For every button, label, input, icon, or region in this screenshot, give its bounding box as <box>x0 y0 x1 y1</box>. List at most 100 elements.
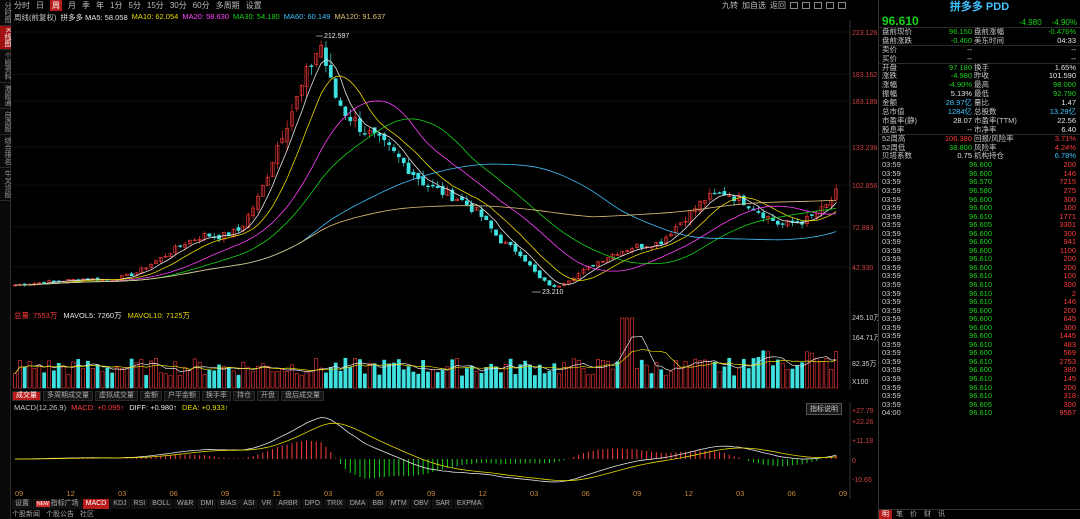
period-tab-8[interactable]: 15分 <box>146 1 164 10</box>
indicator-tab[interactable]: ARBR <box>275 499 301 509</box>
period-tab-4[interactable]: 季 <box>82 1 90 10</box>
volume-bar <box>469 365 474 389</box>
period-tab-0[interactable]: 分时 <box>14 1 30 10</box>
volume-bar <box>76 359 81 389</box>
indicator-tab[interactable]: DMA <box>346 499 369 509</box>
sidebar-tab-4[interactable]: 自选股 <box>0 109 11 135</box>
candle-body <box>547 280 552 286</box>
period-tab-2[interactable]: 周 <box>50 0 62 11</box>
period-tab-9[interactable]: 30分 <box>169 1 187 10</box>
indicator-tab[interactable]: W&R <box>174 499 197 509</box>
period-tab-7[interactable]: 5分 <box>128 1 141 10</box>
quote-cell: 92.790 <box>1053 89 1076 99</box>
period-tab-10[interactable]: 60分 <box>192 1 210 10</box>
toolbar-action-2[interactable]: 返回 <box>770 1 786 10</box>
period-tab-1[interactable]: 日 <box>36 1 44 10</box>
right-tab[interactable]: 讯 <box>938 511 945 518</box>
kline-chart[interactable]: 223.126 183.162 163.189 133.236 102.856 72.88… <box>12 20 878 309</box>
candle-body <box>615 254 620 256</box>
volume-bar <box>149 360 153 389</box>
indicator-help-button[interactable]: 指标说明 <box>806 403 842 415</box>
sidebar-tab-3[interactable]: 港股通 <box>0 83 11 109</box>
tick-list[interactable]: 03:59 96.600 200 03:59 96.600 146 03:59 96.570 7… <box>879 161 1080 417</box>
period-tab-5[interactable]: 年 <box>96 1 104 10</box>
right-tab[interactable]: 明 <box>879 510 892 519</box>
volume-chart[interactable]: 245.10万 164.71万 82.35万 X100 <box>12 310 878 390</box>
volume-bar <box>440 369 445 389</box>
candle-body <box>197 238 202 241</box>
indicator-tab-label: BIAS <box>220 500 237 507</box>
volume-tab[interactable]: 换手率 <box>202 391 231 401</box>
footer-tab[interactable]: 个股公告 <box>46 511 74 518</box>
volume-tab[interactable]: 开盘 <box>257 391 279 401</box>
indicator-tab[interactable]: ASI <box>240 499 258 509</box>
sidebar-tab-6[interactable]: 牛叉诊股 <box>0 168 11 201</box>
candle-body <box>178 245 183 247</box>
right-tab[interactable]: 价 <box>910 511 917 518</box>
indicator-tab[interactable]: TRIX <box>323 499 346 509</box>
candle-body <box>552 285 557 287</box>
tick-row: 03:59 96.600 569 <box>879 349 1080 358</box>
sidebar-tab-1[interactable]: K线图 <box>0 26 11 50</box>
period-tab-6[interactable]: 1分 <box>110 1 123 10</box>
sidebar-tab-5[interactable]: 综合排名 <box>0 135 11 168</box>
candle-body <box>348 117 353 122</box>
price-axis-label: 163.189 <box>852 99 877 106</box>
tick-volume: 300 <box>1063 194 1076 204</box>
indicator-tab[interactable]: KDJ <box>110 499 130 509</box>
volume-tab[interactable]: 户平金额 <box>164 391 200 401</box>
volume-tab[interactable]: 多周期成交量 <box>43 391 93 401</box>
minimize-icon[interactable] <box>838 2 846 9</box>
volume-tab[interactable]: 成交量 <box>12 391 41 401</box>
right-tab[interactable]: 笔 <box>896 511 903 518</box>
indicator-tab[interactable]: EXPMA <box>453 499 485 509</box>
tick-volume: 300 <box>1063 322 1076 332</box>
volume-bar <box>338 370 343 389</box>
volume-bar <box>124 367 129 389</box>
footer-tab[interactable]: 社区 <box>80 511 94 518</box>
candle-body <box>124 273 129 277</box>
volume-tab[interactable]: 盘后成交量 <box>281 391 324 401</box>
quote-row: 涨跌 -4.980 昨收 101.590 <box>879 72 1080 81</box>
period-tab-12[interactable]: 设置 <box>245 1 262 10</box>
indicator-tab[interactable]: BBI <box>369 499 387 509</box>
indicator-tab[interactable]: SAR <box>432 499 453 509</box>
volume-tab[interactable]: 持仓 <box>233 391 255 401</box>
indicator-tab[interactable]: 设置 <box>12 499 32 509</box>
indicator-tab[interactable]: BIAS <box>217 499 240 509</box>
indicator-tab[interactable]: OBV <box>410 499 432 509</box>
sidebar-tab-0[interactable]: 分时图 <box>0 0 11 26</box>
indicator-tab[interactable]: RSI <box>130 499 149 509</box>
indicator-tab[interactable]: NEW 指标广场 <box>33 499 82 509</box>
period-tab-11[interactable]: 多周期 <box>215 1 240 10</box>
candle-body <box>416 172 421 180</box>
toolbar-action-1[interactable]: 加自选 <box>742 1 766 10</box>
indicator-tab[interactable]: VR <box>258 499 275 509</box>
window-icon[interactable] <box>814 2 822 9</box>
menu-icon[interactable] <box>826 2 834 9</box>
lock-icon[interactable] <box>802 2 810 9</box>
right-tab[interactable]: 财 <box>924 511 931 518</box>
macd-chart[interactable]: +27.79 +22.26 +11.18 0 -10.65 <box>12 402 878 499</box>
indicator-tab[interactable]: DPO <box>301 499 323 509</box>
indicator-tab[interactable]: MTM <box>387 499 410 509</box>
indicator-tab-label: BBI <box>372 500 384 507</box>
volume-tab[interactable]: 金额 <box>140 391 162 401</box>
quote-cell: 最高 <box>974 80 989 90</box>
tick-row: 03:59 96.600 941 <box>879 238 1080 247</box>
volume-bar <box>202 373 207 389</box>
indicator-tab[interactable]: DMI <box>197 499 217 509</box>
sidebar-tab-2[interactable]: 个股资料 <box>0 50 11 83</box>
candle-body <box>591 264 596 267</box>
indicator-tab-label: RSI <box>133 500 146 507</box>
fullscreen-icon[interactable] <box>790 2 798 9</box>
toolbar-action-0[interactable]: 九转 <box>722 1 738 10</box>
indicator-tab[interactable]: MACD <box>82 499 110 509</box>
volume-tab[interactable]: 虚拟成交量 <box>95 391 138 401</box>
period-tab-3[interactable]: 月 <box>68 1 76 10</box>
footer-tab[interactable]: 个股新闻 <box>12 511 40 518</box>
quote-cell: 96.150 <box>949 27 972 36</box>
candle-body <box>338 100 343 106</box>
indicator-tab[interactable]: BOLL <box>149 499 174 509</box>
quote-cell: -- <box>1071 53 1076 63</box>
